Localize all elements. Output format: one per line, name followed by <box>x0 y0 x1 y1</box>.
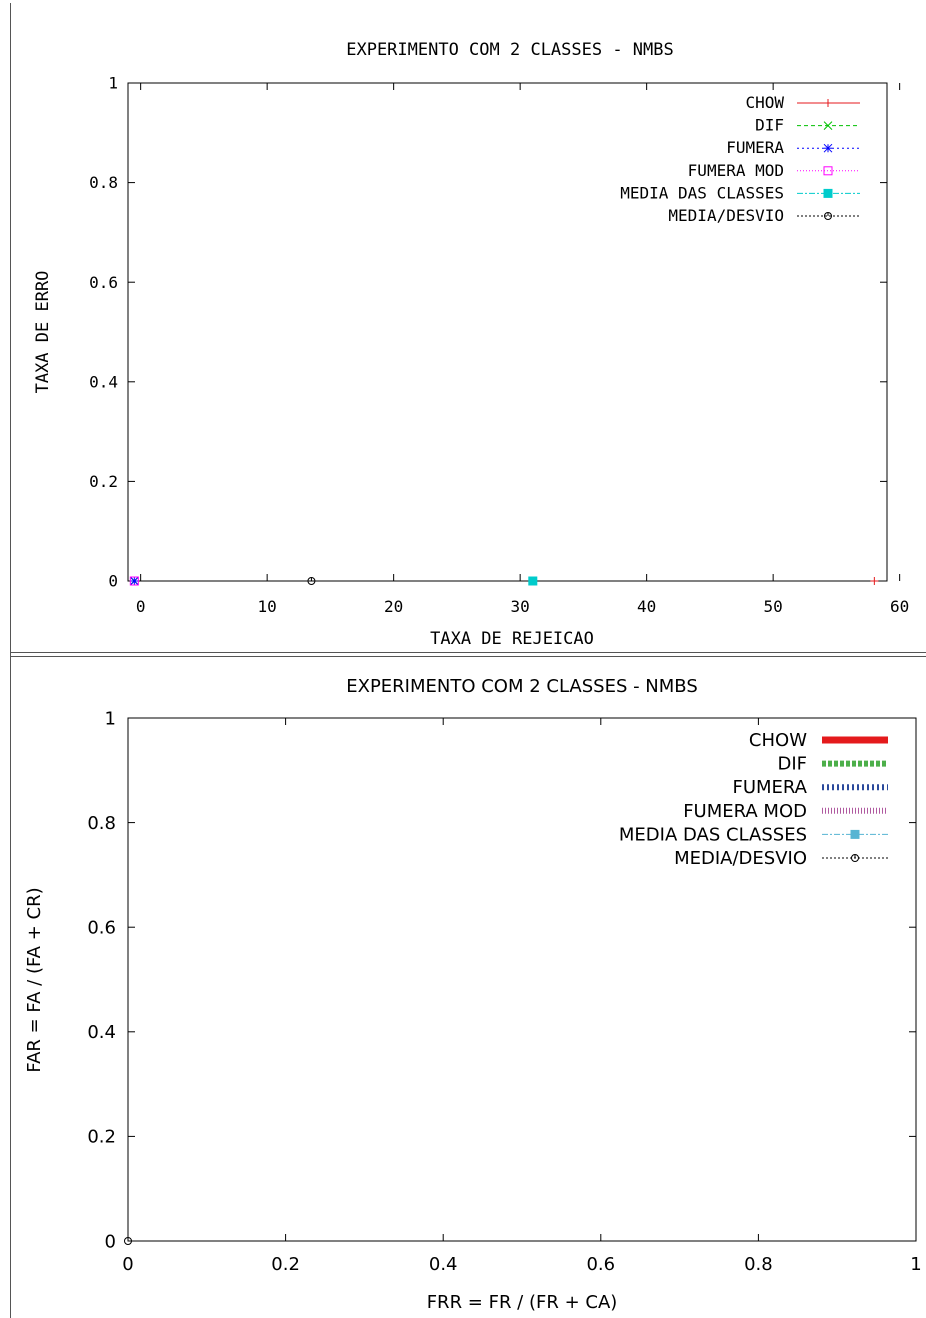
x-tick-label: 0 <box>136 597 146 616</box>
legend-label: DIF <box>777 754 807 775</box>
y-tick-label: 0 <box>105 1231 116 1252</box>
x-tick-label: 30 <box>511 597 530 616</box>
x-tick-label: 0 <box>122 1254 133 1275</box>
chart-top: EXPERIMENTO COM 2 CLASSES - NMBS 0 10 20 30… <box>33 40 909 649</box>
legend-marker <box>823 121 833 130</box>
legend-marker <box>851 854 859 862</box>
chart-top-y-axis: 0 0.2 0.4 0.6 0.8 1 <box>89 74 887 591</box>
x-tick-label: 0.4 <box>429 1254 458 1275</box>
x-tick-label: 1 <box>910 1254 921 1275</box>
point-media-desvio <box>307 577 316 585</box>
chart-bottom-marks <box>124 1237 132 1245</box>
legend-label: MEDIA DAS CLASSES <box>620 183 784 202</box>
chart-bottom-y-label: FAR = FA / (FA + CR) <box>24 887 45 1072</box>
legend-label: FUMERA MOD <box>683 801 807 822</box>
x-tick-label: 0.6 <box>586 1254 615 1275</box>
chart-bottom: EXPERIMENTO COM 2 CLASSES - NMBS 0 0.2 0.4… <box>24 676 922 1313</box>
y-tick-label: 0.8 <box>87 813 116 834</box>
x-tick-label: 40 <box>637 597 656 616</box>
y-tick-label: 0.4 <box>89 372 118 391</box>
y-tick-label: 0.6 <box>89 273 118 292</box>
x-tick-label: 10 <box>258 597 277 616</box>
legend-label: CHOW <box>749 730 807 751</box>
legend-label: FUMERA <box>726 138 784 157</box>
legend-marker <box>823 166 833 176</box>
y-tick-label: 0.2 <box>89 472 118 491</box>
y-tick-label: 1 <box>108 74 118 93</box>
chart-top-title: EXPERIMENTO COM 2 CLASSES - NMBS <box>346 40 674 60</box>
point-chow <box>870 577 879 585</box>
legend-label: FUMERA <box>732 777 807 798</box>
chart-bottom-plot-frame <box>127 717 917 1242</box>
legend-marker <box>824 99 832 107</box>
point-fumera-mod <box>129 576 139 586</box>
chart-top-x-axis: 0 10 20 30 40 50 60 <box>136 83 909 616</box>
chart-top-x-label: TAXA DE REJEICAO <box>430 629 594 649</box>
x-tick-label: 0.8 <box>744 1254 773 1275</box>
y-tick-label: 1 <box>105 708 116 729</box>
legend-label: DIF <box>755 116 784 135</box>
y-tick-label: 0.4 <box>87 1022 116 1043</box>
y-tick-label: 0.2 <box>87 1127 116 1148</box>
legend-label: FUMERA MOD <box>688 161 784 180</box>
point-media-desvio <box>124 1237 132 1245</box>
y-tick-label: 0.8 <box>89 173 118 192</box>
y-tick-label: 0 <box>108 572 118 591</box>
x-tick-label: 50 <box>764 597 783 616</box>
chart-bottom-x-axis: 0 0.2 0.4 0.6 0.8 1 <box>122 718 922 1275</box>
chart-bottom-title: EXPERIMENTO COM 2 CLASSES - NMBS <box>346 676 698 697</box>
legend-marker <box>823 188 833 198</box>
x-tick-label: 60 <box>890 597 909 616</box>
x-tick-label: 20 <box>384 597 403 616</box>
chart-top-legend: CHOW DIF FUMERA FUMERA MOD MEDIA DAS CLASSES… <box>620 93 860 225</box>
legend-label: MEDIA/DESVIO <box>674 848 807 869</box>
legend-marker <box>823 143 833 153</box>
point-fumera <box>129 576 139 586</box>
x-tick-label: 0.2 <box>271 1254 300 1275</box>
legend-marker <box>850 829 860 839</box>
legend-label: MEDIA DAS CLASSES <box>619 824 807 845</box>
chart-bottom-y-axis: 0 0.2 0.4 0.6 0.8 1 <box>87 708 916 1252</box>
chart-top-y-label: TAXA DE ERRO <box>33 271 53 394</box>
chart-top-marks <box>128 576 887 586</box>
legend-marker <box>824 212 832 220</box>
y-tick-label: 0.6 <box>87 918 116 939</box>
point-media-das-classes <box>528 576 538 586</box>
legend-label: MEDIA/DESVIO <box>668 206 784 225</box>
chart-bottom-x-label: FRR = FR / (FR + CA) <box>427 1292 618 1313</box>
legend-label: CHOW <box>745 93 784 112</box>
panel-frames <box>10 3 926 1318</box>
chart-top-plot-frame <box>127 82 888 582</box>
